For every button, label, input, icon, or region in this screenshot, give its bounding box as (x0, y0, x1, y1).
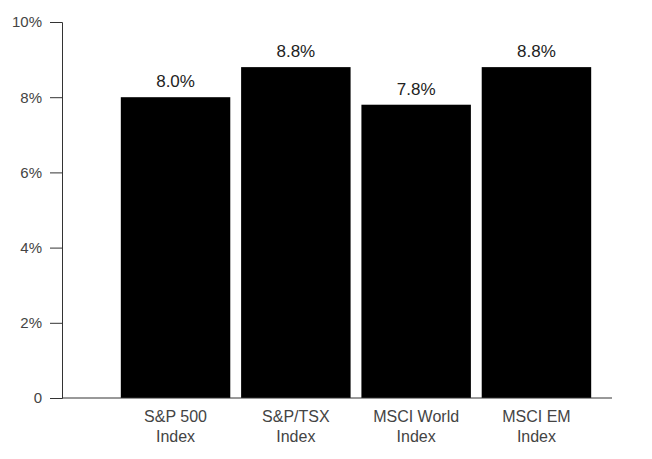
y-axis-line (50, 23, 63, 399)
data-label: 8.0% (156, 72, 195, 91)
y-tick-mark (50, 323, 62, 324)
x-labels: S&P 500Index S&P/TSXIndex MSCI WorldIndex M… (144, 408, 571, 445)
data-label: 7.8% (397, 80, 436, 99)
y-tick-mark (50, 172, 62, 173)
bar (121, 97, 230, 398)
y-axis: 0 2% 4% 6% 8% 10% (12, 13, 63, 406)
x-tick-label: MSCI EMIndex (502, 408, 570, 445)
bars (121, 67, 591, 398)
y-tick-label: 10% (12, 13, 42, 30)
y-tick: 2% (20, 314, 62, 331)
y-tick-mark (50, 22, 62, 23)
y-tick-label: 6% (20, 164, 42, 181)
y-tick-label: 2% (20, 314, 42, 331)
y-tick-mark (50, 97, 62, 98)
bar (482, 67, 591, 398)
y-tick: 8% (20, 89, 62, 106)
data-label: 8.8% (276, 42, 315, 61)
y-tick-label: 8% (20, 89, 42, 106)
x-axis (62, 398, 612, 399)
y-tick-mark (50, 398, 62, 399)
data-label: 8.8% (517, 42, 556, 61)
y-tick: 4% (20, 239, 62, 256)
y-tick: 10% (12, 13, 62, 30)
x-tick-label: S&P 500Index (144, 408, 207, 445)
y-tick-mark (50, 248, 62, 249)
y-tick-label: 0 (34, 389, 42, 406)
x-tick-label: S&P/TSXIndex (262, 408, 330, 445)
y-tick-label: 4% (20, 239, 42, 256)
y-tick: 0 (34, 389, 62, 406)
bar (241, 67, 350, 398)
chart: 0 2% 4% 6% 8% 10% S&P 500Index S&P/TSXIndex MSCI… (0, 0, 652, 459)
x-axis-line (62, 398, 612, 399)
data-labels: 8.0% 8.8% 7.8% 8.8% (156, 42, 556, 99)
y-tick: 6% (20, 164, 62, 181)
bar (361, 105, 470, 398)
x-tick-label: MSCI WorldIndex (373, 408, 459, 445)
